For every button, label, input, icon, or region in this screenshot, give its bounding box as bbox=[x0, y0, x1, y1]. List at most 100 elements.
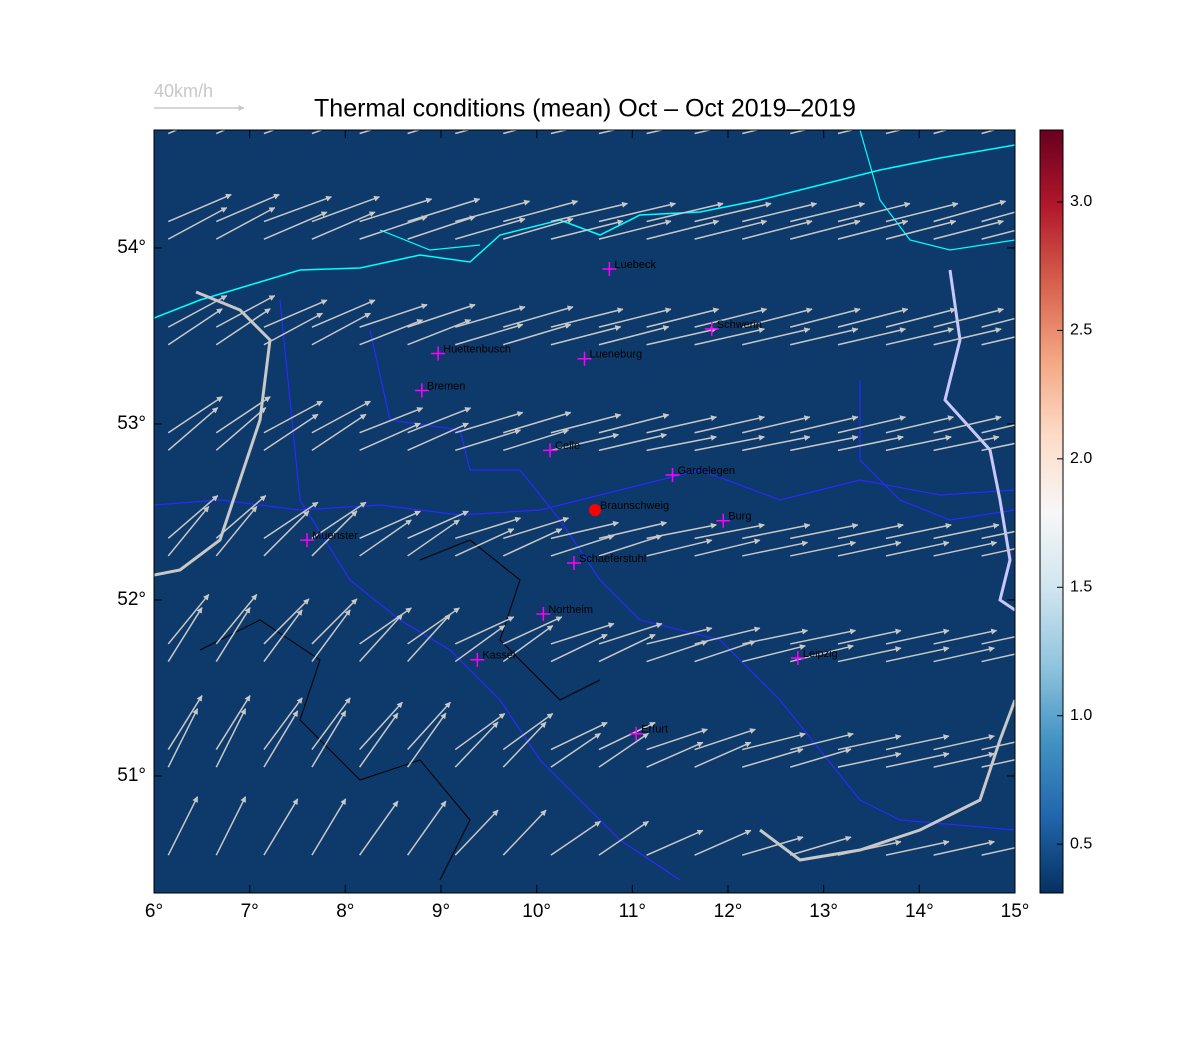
wind-arrow bbox=[598, 130, 618, 135]
colorbar-tick-label: 1.5 bbox=[1070, 579, 1092, 596]
wind-arrow bbox=[167, 396, 223, 434]
wind-arrow bbox=[742, 732, 806, 751]
wind-arrow bbox=[981, 442, 1015, 452]
wind-arrow bbox=[790, 130, 808, 135]
city-marker bbox=[431, 346, 446, 361]
wind-arrow bbox=[694, 434, 765, 452]
wind-arrow bbox=[885, 130, 904, 135]
city-label: Schwerin bbox=[717, 319, 762, 331]
wind-arrow bbox=[981, 653, 1015, 663]
wind-arrow bbox=[359, 519, 412, 557]
x-tick-label: 10° bbox=[522, 901, 551, 922]
city-label: Northeim bbox=[548, 604, 593, 616]
wind-arrow bbox=[455, 217, 526, 240]
wind-arrow bbox=[790, 644, 854, 663]
wind-arrow bbox=[311, 400, 371, 434]
wind-arrow bbox=[837, 201, 911, 223]
wind-arrow bbox=[215, 407, 267, 451]
wind-arrow bbox=[503, 199, 579, 223]
wind-arrow bbox=[790, 628, 857, 645]
x-tick-label: 15° bbox=[1001, 901, 1030, 922]
wind-arrow bbox=[407, 407, 472, 434]
wind-arrow bbox=[837, 751, 902, 768]
wind-arrow bbox=[790, 835, 852, 856]
city-marker bbox=[300, 533, 315, 548]
wind-arrow bbox=[359, 215, 428, 240]
wind-arrow bbox=[790, 307, 861, 328]
wind-arrow bbox=[885, 540, 950, 557]
wind-arrow bbox=[933, 415, 1002, 434]
wind-arrow bbox=[311, 501, 367, 539]
x-tick-label: 8° bbox=[336, 901, 354, 922]
city-label: Leipzig bbox=[803, 648, 838, 660]
wind-arrow bbox=[455, 199, 531, 223]
wind-arrow bbox=[837, 540, 902, 557]
wind-arrow bbox=[263, 710, 299, 768]
wind-arrow bbox=[598, 432, 668, 452]
x-tick-label: 7° bbox=[241, 901, 259, 922]
wind-arrow bbox=[742, 327, 811, 346]
wind-arrow bbox=[790, 747, 852, 768]
wind-arrow bbox=[837, 327, 907, 346]
wind-arrow bbox=[837, 734, 902, 751]
wind-arrow bbox=[646, 327, 717, 346]
wind-arrow bbox=[359, 303, 428, 328]
wind-arrow bbox=[167, 593, 210, 645]
wind-arrow bbox=[933, 839, 995, 856]
wind-arrow bbox=[407, 422, 469, 452]
colorbar-tick-label: 2.0 bbox=[1070, 450, 1092, 467]
wind-arrow bbox=[837, 415, 907, 434]
wind-arrow bbox=[742, 747, 804, 768]
wind-arrow bbox=[455, 323, 524, 346]
wind-arrow bbox=[454, 528, 515, 557]
wind-arrow bbox=[550, 622, 615, 645]
city-marker bbox=[543, 443, 558, 458]
city-label: Braunschweig bbox=[600, 500, 669, 512]
wind-arrow bbox=[454, 624, 506, 663]
x-tick-label: 6° bbox=[145, 901, 163, 922]
wind-arrow bbox=[790, 732, 854, 751]
city-label: Huettenbusch bbox=[443, 343, 511, 355]
city-label: Luebeck bbox=[614, 259, 656, 271]
wind-arrow bbox=[933, 540, 998, 557]
wind-arrow bbox=[885, 201, 959, 223]
x-tick-label: 11° bbox=[619, 901, 646, 922]
wind-arrow bbox=[311, 195, 380, 223]
wind-arrow bbox=[167, 130, 179, 135]
wind-arrow bbox=[742, 201, 818, 223]
wind-arrow bbox=[502, 721, 547, 768]
wind-arrow bbox=[694, 741, 752, 768]
wind-arrow bbox=[167, 308, 223, 346]
wind-arrow bbox=[646, 219, 720, 240]
city-label: Bremen bbox=[427, 380, 466, 392]
colorbar-tick-label: 1.0 bbox=[1070, 707, 1092, 724]
wind-arrow bbox=[359, 197, 433, 223]
wind-arrow bbox=[598, 325, 670, 346]
wind-arrow bbox=[503, 428, 570, 452]
wind-arrow bbox=[742, 522, 811, 540]
wind-arrow bbox=[407, 701, 451, 751]
x-tick-label: 12° bbox=[714, 901, 743, 922]
wind-arrow bbox=[263, 312, 323, 346]
wind-arrow bbox=[358, 800, 399, 856]
geography bbox=[154, 130, 1015, 881]
wind-arrow bbox=[215, 796, 247, 856]
wind-arrow bbox=[694, 640, 756, 663]
wind-arrow bbox=[981, 741, 1015, 751]
wind-arrow bbox=[407, 613, 451, 663]
wind-arrow bbox=[646, 640, 708, 663]
wind-arrow bbox=[885, 839, 950, 856]
wind-arrow bbox=[263, 510, 310, 557]
colorbar bbox=[1039, 129, 1064, 894]
city-label: Celle bbox=[555, 440, 580, 452]
wind-arrow bbox=[885, 522, 952, 540]
wind-arrow bbox=[454, 809, 499, 856]
wind-arrow bbox=[981, 229, 1015, 240]
wind-arrow bbox=[598, 820, 649, 856]
wind-arrow bbox=[981, 548, 1015, 557]
wind-arrow bbox=[263, 195, 332, 223]
data-layer: Luebeck Schwerin Lueneburg Huettenbusch Brem… bbox=[167, 130, 1015, 856]
wind-arrow bbox=[646, 829, 704, 856]
city-marker bbox=[716, 513, 731, 528]
